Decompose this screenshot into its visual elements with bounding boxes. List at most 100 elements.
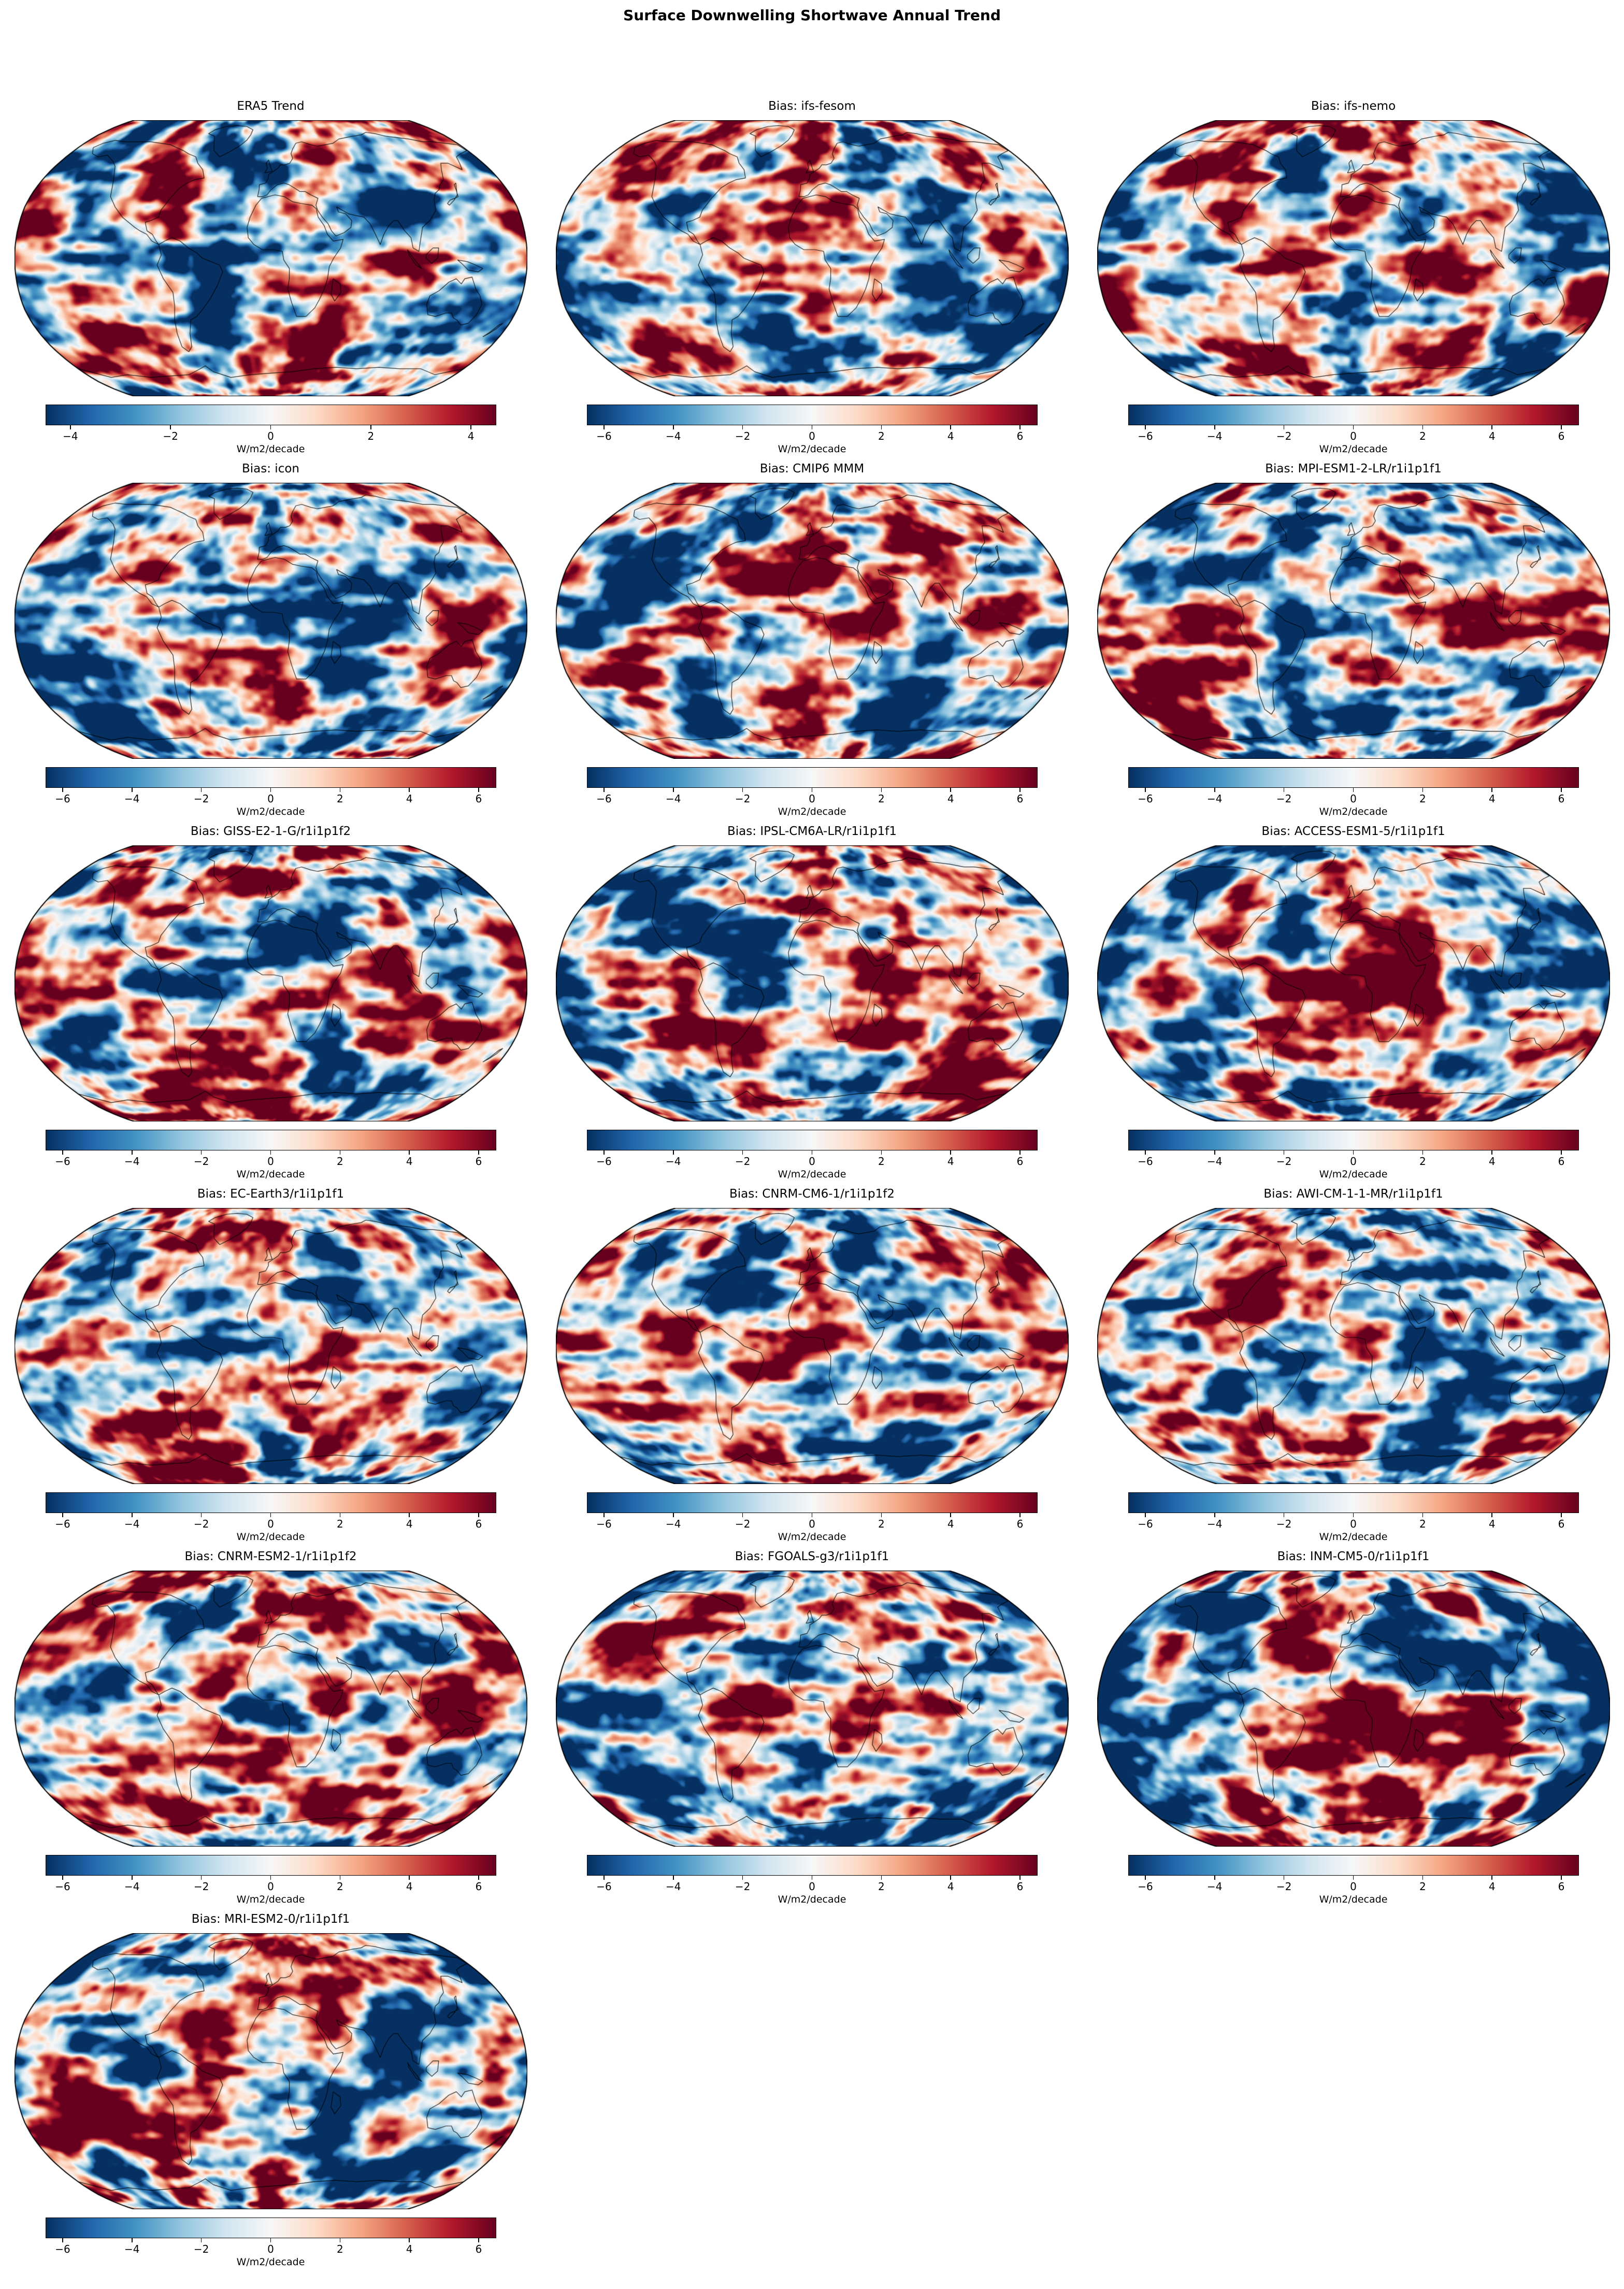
colorbar-tick-label: −2 (163, 430, 178, 442)
colorbar-tick-mark (1145, 1513, 1146, 1517)
colorbar-gradient (586, 1130, 1038, 1150)
panel-title: Bias: INM-CM5-0/r1i1p1f1 (1277, 1550, 1430, 1563)
panel-title: Bias: MPI-ESM1-2-LR/r1i1p1f1 (1265, 462, 1442, 476)
colorbar-tick-label: 6 (475, 1518, 482, 1530)
colorbar-tick-label: 6 (1016, 1155, 1024, 1168)
colorbar-tick-mark (1283, 1150, 1285, 1155)
colorbar-tick-mark (742, 788, 743, 792)
colorbar-tick-label: −4 (666, 1518, 681, 1530)
colorbar-tick-mark (200, 2238, 202, 2242)
colorbar-tick-label: 6 (475, 2243, 482, 2255)
colorbar-tick-mark (603, 788, 605, 792)
colorbar: W/m2/decade −6 −4 −2 0 2 4 6 (586, 405, 1038, 454)
colorbar: W/m2/decade −6 −4 −2 0 2 4 6 (586, 1492, 1038, 1543)
colorbar-tick-mark (1145, 788, 1146, 792)
colorbar: W/m2/decade −6 −4 −2 0 2 4 6 (586, 1130, 1038, 1179)
panel-title: Bias: AWI-CM-1-1-MR/r1i1p1f1 (1263, 1187, 1443, 1201)
colorbar-tick-label: 4 (406, 1155, 413, 1168)
figure-title: Surface Downwelling Shortwave Annual Tre… (623, 7, 1001, 24)
colorbar-tick-label: −2 (1276, 430, 1292, 442)
colorbar-tick-mark (950, 788, 951, 792)
colorbar-tick-label: 0 (267, 2243, 274, 2255)
colorbar: W/m2/decade −6 −4 −2 0 2 4 6 (1128, 405, 1579, 454)
world-map-canvas (1097, 1208, 1610, 1484)
colorbar-tick-mark (1353, 1513, 1354, 1517)
panel-grid: ERA5 Trend W/m2/decade −4 −2 0 2 4 Bias: ifs… (0, 89, 1624, 2267)
colorbar-tick-mark (881, 425, 882, 429)
colorbar-tick-label: 4 (1488, 1880, 1496, 1893)
panel-title: Bias: FGOALS-g3/r1i1p1f1 (735, 1550, 889, 1563)
colorbar-tick-label: 0 (267, 1518, 274, 1530)
colorbar-tick-label: −6 (1138, 793, 1153, 805)
colorbar-tick-label: −6 (596, 793, 612, 805)
colorbar-gradient (45, 1492, 496, 1513)
panel-title: Bias: CNRM-CM6-1/r1i1p1f2 (729, 1187, 895, 1201)
colorbar-tick-mark (1214, 788, 1215, 792)
colorbar-tick-label: 4 (406, 2243, 413, 2255)
colorbar-tick-mark (200, 1513, 202, 1517)
colorbar-tick-mark (270, 1513, 271, 1517)
colorbar-gradient (1128, 1130, 1579, 1150)
colorbar-gradient (1128, 1492, 1579, 1513)
colorbar-tick-mark (339, 2238, 341, 2242)
colorbar-tick-mark (1283, 425, 1285, 429)
colorbar: W/m2/decade −6 −4 −2 0 2 4 6 (45, 1492, 496, 1542)
colorbar-tick-mark (370, 425, 371, 429)
colorbar-unit-label: W/m2/decade (778, 806, 846, 817)
colorbar-tick-label: 2 (878, 1518, 885, 1530)
colorbar-tick-label: 2 (336, 1880, 343, 1893)
colorbar-tick-label: −4 (124, 1880, 140, 1893)
colorbar-tick-mark (270, 788, 271, 792)
colorbar-gradient (45, 1130, 496, 1150)
colorbar-gradient (1128, 767, 1579, 788)
map-panel: Bias: IPSL-CM6A-LR/r1i1p1f1 W/m2/decade … (541, 814, 1083, 1179)
colorbar-tick-label: −4 (666, 1155, 681, 1168)
colorbar-tick-label: 6 (1558, 1155, 1565, 1168)
map-panel: Bias: ifs-fesom W/m2/decade −6 −4 −2 0 2 4 6 (541, 89, 1083, 454)
colorbar-gradient (586, 767, 1038, 788)
colorbar-unit-label: W/m2/decade (778, 1894, 846, 1905)
colorbar-tick-label: 2 (336, 1518, 343, 1530)
world-map-canvas (555, 483, 1069, 759)
colorbar-tick-mark (270, 425, 271, 429)
panel-title: Bias: CMIP6 MMM (759, 462, 865, 476)
colorbar-unit-label: W/m2/decade (1319, 1531, 1388, 1543)
colorbar-tick-label: −6 (55, 1518, 70, 1530)
colorbar-tick-mark (339, 1513, 341, 1517)
colorbar-tick-mark (1561, 1876, 1562, 1880)
colorbar-tick-label: −2 (193, 1155, 209, 1168)
colorbar-tick-label: 2 (1419, 793, 1426, 805)
colorbar: W/m2/decade −4 −2 0 2 4 (45, 405, 496, 454)
colorbar-tick-mark (200, 1876, 202, 1880)
colorbar-tick-label: −2 (1276, 1880, 1292, 1893)
colorbar-tick-mark (62, 1513, 63, 1517)
colorbar-tick-label: −6 (55, 2243, 70, 2255)
colorbar-tick-mark (673, 425, 674, 429)
colorbar-gradient (1128, 405, 1579, 425)
colorbar-unit-label: W/m2/decade (778, 1531, 846, 1543)
colorbar-tick-label: 4 (947, 793, 954, 805)
panel-title: Bias: ifs-fesom (768, 99, 856, 113)
colorbar-tick-label: 6 (1558, 793, 1565, 805)
colorbar-tick-mark (200, 788, 202, 792)
colorbar-tick-mark (673, 1150, 674, 1155)
panel-title: Bias: ACCESS-ESM1-5/r1i1p1f1 (1261, 825, 1445, 838)
colorbar-tick-label: 6 (1016, 793, 1024, 805)
colorbar-tick-label: −4 (1207, 1880, 1223, 1893)
colorbar-tick-mark (603, 425, 605, 429)
colorbar-tick-mark (811, 1150, 813, 1155)
colorbar-tick-mark (478, 788, 479, 792)
colorbar-tick-label: −4 (124, 1518, 140, 1530)
world-map-canvas (14, 483, 527, 759)
colorbar-tick-mark (1491, 1150, 1492, 1155)
colorbar-tick-mark (1283, 788, 1285, 792)
colorbar: W/m2/decade −6 −4 −2 0 2 4 6 (45, 1130, 496, 1179)
colorbar-tick-label: 2 (336, 2243, 343, 2255)
colorbar-tick-mark (1019, 1150, 1021, 1155)
colorbar-tick-mark (1019, 1876, 1021, 1880)
colorbar-tick-mark (170, 425, 171, 429)
colorbar-tick-label: 2 (1419, 430, 1426, 442)
colorbar-tick-mark (1214, 425, 1215, 429)
colorbar-tick-mark (673, 788, 674, 792)
colorbar-tick-mark (1353, 1150, 1354, 1155)
